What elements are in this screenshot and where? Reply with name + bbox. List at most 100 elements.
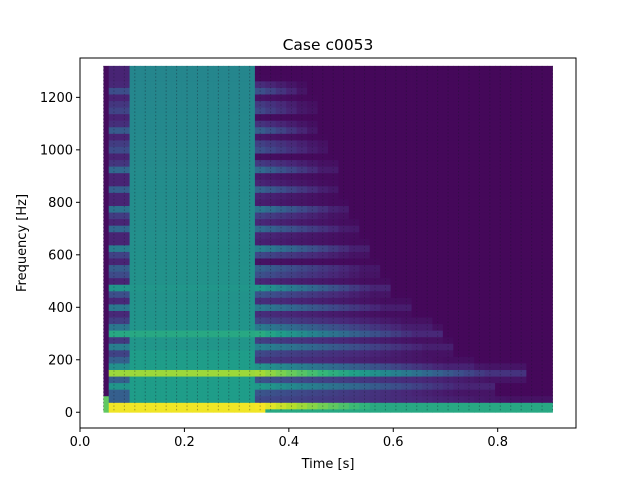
heatmap-cell — [369, 336, 381, 344]
heatmap-cell — [442, 65, 454, 69]
heatmap-cell — [453, 238, 465, 246]
y-tick-label: 400 — [48, 301, 73, 316]
heatmap-cell — [192, 225, 204, 233]
heatmap-cell — [307, 304, 318, 311]
heatmap-cell — [129, 140, 141, 147]
heatmap-cell — [401, 382, 412, 390]
heatmap-cell — [275, 395, 287, 403]
heatmap-cell — [171, 336, 183, 344]
heatmap-cell — [160, 159, 172, 167]
heatmap-cell — [150, 395, 162, 403]
heatmap-cell — [192, 297, 204, 305]
heatmap-cell — [338, 363, 350, 371]
heatmap-cell — [547, 159, 553, 167]
heatmap-cell — [401, 120, 412, 128]
heatmap-cell — [328, 284, 339, 292]
heatmap-cell — [119, 225, 130, 233]
heatmap-cell — [463, 172, 475, 180]
heatmap-cell — [286, 323, 298, 331]
heatmap-cell — [213, 408, 224, 413]
heatmap-cell — [202, 408, 214, 413]
heatmap-cell — [108, 317, 120, 325]
heatmap-cell — [119, 146, 130, 154]
heatmap-cell — [338, 290, 350, 298]
heatmap-cell — [265, 94, 277, 102]
heatmap-cell — [160, 65, 172, 69]
heatmap-cell — [140, 68, 151, 75]
heatmap-cell — [442, 185, 454, 193]
heatmap-cell — [432, 74, 444, 82]
heatmap-cell — [401, 146, 412, 154]
heatmap-cell — [150, 336, 162, 344]
heatmap-cell — [432, 179, 444, 187]
heatmap-cell — [171, 264, 183, 272]
heatmap-cell — [202, 113, 214, 121]
heatmap-cell — [547, 179, 553, 187]
heatmap-cell — [213, 297, 224, 305]
heatmap-cell — [181, 376, 193, 384]
heatmap-cell — [181, 363, 193, 371]
heatmap-cell — [244, 65, 256, 69]
heatmap-cell — [411, 389, 423, 397]
heatmap-cell — [192, 349, 204, 357]
heatmap-cell — [265, 126, 277, 134]
heatmap-cell — [223, 376, 235, 384]
heatmap-cell — [380, 408, 392, 413]
heatmap-cell — [254, 317, 266, 325]
heatmap-cell — [338, 107, 350, 115]
heatmap-cell — [401, 159, 412, 167]
heatmap-cell — [495, 74, 506, 82]
heatmap-cell — [547, 317, 553, 325]
heatmap-cell — [307, 166, 318, 174]
heatmap-cell — [244, 212, 256, 220]
heatmap-cell — [119, 74, 130, 82]
heatmap-cell — [411, 277, 423, 285]
heatmap-cell — [411, 179, 423, 187]
heatmap-cell — [103, 244, 110, 252]
heatmap-cell — [505, 140, 517, 147]
heatmap-cell — [421, 133, 433, 141]
heatmap-cell — [515, 244, 527, 252]
heatmap-cell — [463, 94, 475, 102]
heatmap-cell — [348, 218, 360, 226]
heatmap-cell — [129, 172, 141, 180]
heatmap-cell — [286, 231, 298, 239]
heatmap-cell — [213, 363, 224, 371]
heatmap-cell — [265, 277, 277, 285]
heatmap-cell — [275, 284, 287, 292]
heatmap-cell — [181, 159, 193, 167]
heatmap-cell — [348, 120, 360, 128]
heatmap-cell — [421, 94, 433, 102]
heatmap-cell — [140, 179, 151, 187]
heatmap-cell — [380, 140, 392, 147]
heatmap-cell — [213, 336, 224, 344]
heatmap-cell — [526, 336, 538, 344]
heatmap-cell — [254, 310, 266, 318]
heatmap-cell — [453, 87, 465, 95]
heatmap-cell — [244, 120, 256, 128]
heatmap-cell — [213, 212, 224, 220]
heatmap-cell — [317, 284, 329, 292]
heatmap-cell — [338, 153, 350, 161]
heatmap-cell — [223, 408, 235, 413]
heatmap-cell — [380, 244, 392, 252]
heatmap-cell — [484, 238, 496, 246]
heatmap-cell — [317, 100, 329, 108]
heatmap-cell — [432, 225, 444, 233]
heatmap-cell — [244, 225, 256, 233]
heatmap-cell — [328, 113, 339, 121]
heatmap-cell — [234, 317, 245, 325]
heatmap-cell — [181, 349, 193, 357]
heatmap-layer — [103, 65, 553, 413]
heatmap-cell — [474, 172, 486, 180]
heatmap-cell — [275, 251, 287, 259]
heatmap-cell — [317, 146, 329, 154]
heatmap-cell — [108, 402, 120, 410]
heatmap-cell — [108, 330, 120, 338]
heatmap-cell — [348, 107, 360, 115]
heatmap-cell — [108, 363, 120, 371]
heatmap-cell — [432, 258, 444, 266]
heatmap-cell — [463, 146, 475, 154]
heatmap-cell — [275, 100, 287, 108]
heatmap-cell — [547, 199, 553, 207]
